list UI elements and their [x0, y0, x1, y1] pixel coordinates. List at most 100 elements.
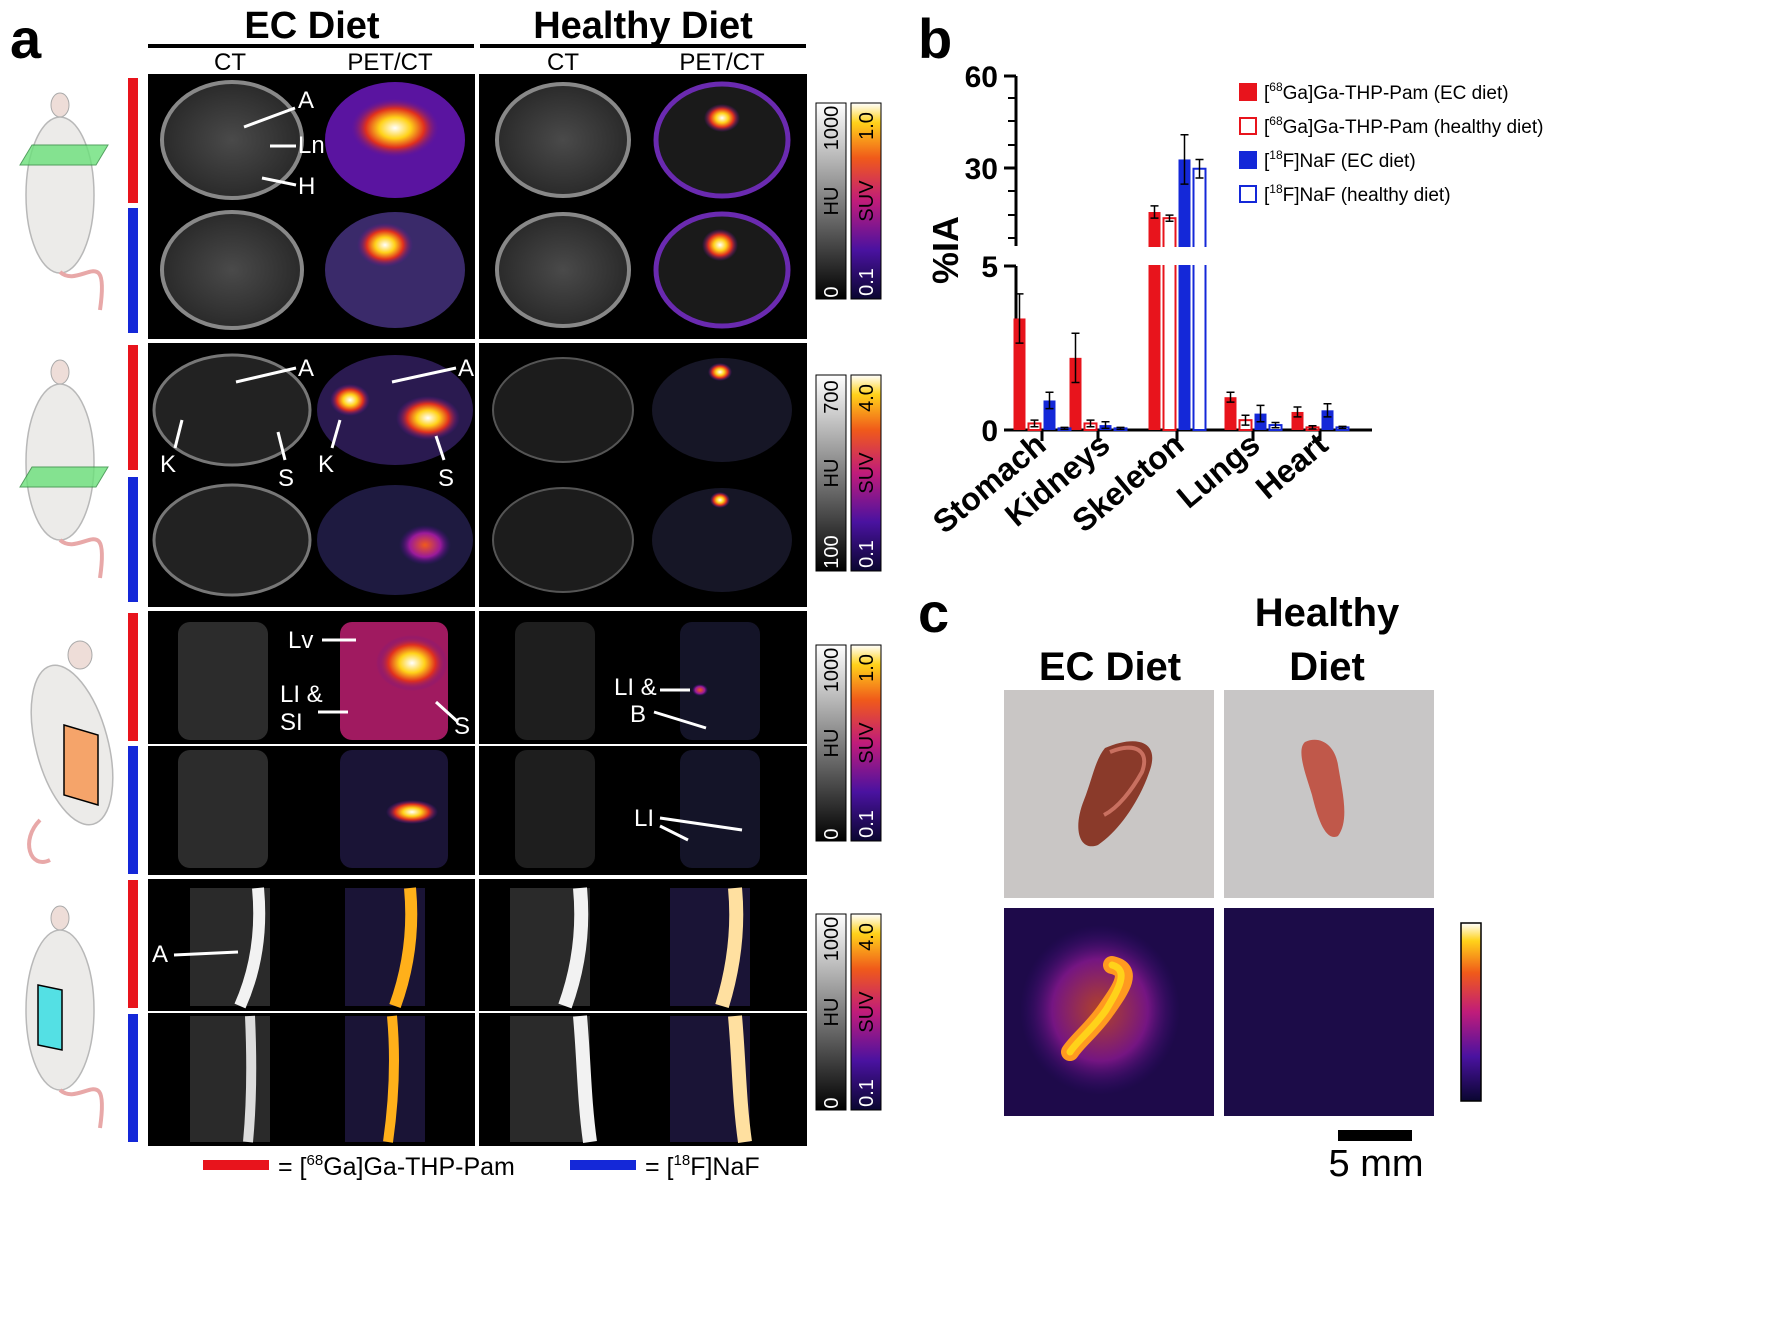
ytick-30: 30 — [965, 153, 998, 186]
errorbar-skeleton-series-3 — [1195, 158, 1204, 179]
bar-skeleton-series-0 — [1148, 212, 1161, 430]
legend-label-2: [18F]NaF (EC diet) — [1264, 148, 1416, 172]
cb2-suv-label: SUV — [856, 452, 878, 494]
rat-illustration-4 — [25, 905, 104, 1129]
annot-LI-SI-2: SI — [280, 709, 303, 736]
tracer-side-bars — [128, 78, 138, 1142]
errorbar-heart-series-3 — [1338, 425, 1347, 430]
errorbar-heart-series-0 — [1293, 406, 1302, 418]
legend-swatch-1 — [1239, 117, 1257, 135]
cb3-suv-label: SUV — [856, 722, 878, 764]
bar-skeleton-series-3 — [1192, 167, 1207, 432]
legend-ga-text: = [68Ga]Ga-THP-Pam — [278, 1152, 515, 1181]
colorbars — [815, 102, 882, 1111]
panel-c-col-healthy-2: Diet — [1289, 645, 1365, 689]
cb2-hu-label: HU — [821, 459, 843, 488]
legend-label-3: [18F]NaF (healthy diet) — [1264, 182, 1451, 206]
category-label-lungs: Lungs — [1170, 426, 1267, 515]
errorbar-lungs-series-3 — [1271, 421, 1280, 429]
bar-heart-series-2 — [1321, 410, 1334, 430]
col-ct-healthy: CT — [547, 49, 579, 76]
legend-swatch-2 — [1239, 151, 1257, 169]
row3-scans — [178, 622, 760, 868]
row2-scans — [152, 353, 792, 597]
panel-b-letter: b — [918, 7, 952, 70]
cb4-suv-min: 0.1 — [856, 1079, 878, 1107]
panel-b-legend: [68Ga]Ga-THP-Pam (EC diet) [68Ga]Ga-THP-… — [1239, 80, 1543, 206]
ytick-0: 0 — [981, 415, 998, 448]
group-ec-title: EC Diet — [244, 5, 379, 47]
annot-S-3: S — [454, 713, 470, 740]
errorbar-kidneys-series-3 — [1116, 426, 1125, 431]
panel-c-col-healthy-1: Healthy — [1255, 591, 1400, 635]
errorbar-kidneys-series-2 — [1101, 421, 1110, 430]
errorbar-stomach-series-3 — [1060, 426, 1069, 431]
rat-illustration-3 — [27, 640, 114, 864]
autoradiograph-ec — [1004, 908, 1214, 1116]
cb2-hu-min: 100 — [821, 535, 843, 568]
cb4-hu-label: HU — [821, 998, 843, 1027]
annot-H: H — [298, 173, 315, 200]
bar-skeleton-series-2 — [1178, 159, 1191, 431]
legend-ga-swatch — [203, 1160, 269, 1170]
row1-scans — [160, 80, 791, 330]
bar-stomach-series-0 — [1013, 318, 1026, 430]
axis-break-band — [1018, 247, 1358, 265]
ytick-60: 60 — [965, 61, 998, 94]
errorbar-lungs-series-1 — [1241, 414, 1250, 426]
errorbar-stomach-series-0 — [1015, 293, 1024, 344]
annot-S-2: S — [438, 465, 454, 492]
bar-stomach-series-2 — [1043, 400, 1056, 430]
colorbar-labels: 0 HU 1000 0.1 SUV 1.0 100 HU 700 0.1 SUV… — [821, 106, 878, 1109]
cb1-suv-min: 0.1 — [856, 268, 878, 296]
annot-K-1: K — [160, 451, 176, 478]
cb1-suv-label: SUV — [856, 180, 878, 222]
row4-scans — [190, 887, 752, 1143]
annot-LI: LI — [634, 805, 654, 832]
legend-naf-text: = [18F]NaF — [645, 1152, 760, 1181]
category-label-heart: Heart — [1249, 426, 1335, 506]
annot-A-1: A — [298, 87, 314, 114]
annot-LI-B-1: LI & — [614, 674, 657, 701]
cb1-hu-label: HU — [821, 187, 843, 216]
errorbar-heart-series-2 — [1323, 403, 1332, 418]
scale-bar-label: 5 mm — [1329, 1143, 1424, 1185]
legend-swatch-0 — [1239, 83, 1257, 101]
annot-LI-B-2: B — [630, 701, 646, 728]
panel-c-letter: c — [918, 581, 949, 644]
annot-K-2: K — [318, 451, 334, 478]
cb4-suv-label: SUV — [856, 991, 878, 1033]
panel-b-bars — [1013, 133, 1358, 432]
bar-lungs-series-0 — [1224, 397, 1237, 430]
errorbar-skeleton-series-0 — [1150, 205, 1159, 219]
col-petct-healthy: PET/CT — [679, 49, 765, 76]
errorbar-kidneys-series-1 — [1086, 419, 1095, 428]
annot-S-1: S — [278, 465, 294, 492]
errorbar-stomach-series-1 — [1030, 419, 1039, 428]
annot-Ln: Ln — [298, 132, 325, 159]
bar-kidneys-series-0 — [1069, 357, 1082, 430]
cb3-hu-label: HU — [821, 729, 843, 758]
annot-Lv: Lv — [288, 627, 313, 654]
panel-c-col-ec: EC Diet — [1039, 645, 1181, 689]
group-healthy-title: Healthy Diet — [533, 5, 753, 47]
cb1-hu-min: 0 — [821, 286, 843, 297]
cb2-hu-max: 700 — [821, 380, 843, 413]
legend-naf-swatch — [570, 1160, 636, 1170]
cb4-hu-max: 1000 — [821, 917, 843, 962]
cb4-suv-max: 4.0 — [856, 923, 878, 951]
panel-b-ylabel: %IA — [925, 216, 966, 284]
cb3-hu-min: 0 — [821, 828, 843, 839]
cb2-suv-min: 0.1 — [856, 540, 878, 568]
errorbar-skeleton-series-2 — [1180, 133, 1189, 185]
panel-c-colorbar — [1460, 922, 1482, 1102]
panel-a-legend: = [68Ga]Ga-THP-Pam = [18F]NaF — [203, 1152, 760, 1181]
cb4-hu-min: 0 — [821, 1097, 843, 1108]
errorbar-heart-series-1 — [1308, 424, 1317, 430]
cb1-hu-max: 1000 — [821, 106, 843, 151]
errorbar-lungs-series-0 — [1226, 391, 1235, 403]
legend-label-0: [68Ga]Ga-THP-Pam (EC diet) — [1264, 80, 1509, 104]
cb1-suv-max: 1.0 — [856, 112, 878, 140]
scale-bar — [1338, 1130, 1412, 1141]
legend-swatch-3 — [1239, 185, 1257, 203]
